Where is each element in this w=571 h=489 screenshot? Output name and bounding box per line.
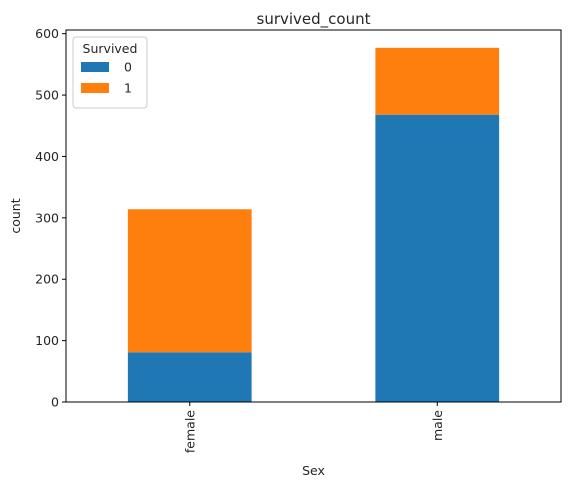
y-axis-label: count	[8, 198, 23, 233]
bar-male-survived-0	[375, 114, 500, 403]
y-tick-label: 0	[51, 395, 59, 410]
y-tick-label: 600	[35, 26, 59, 41]
y-tick-label: 500	[35, 88, 59, 103]
bar-female-survived-0	[127, 352, 252, 402]
y-tick-label: 200	[35, 272, 59, 287]
y-axis: 0 100 200 300 400 500 600	[35, 26, 66, 410]
legend-swatch-1	[81, 83, 109, 93]
legend-label-0: 0	[124, 60, 132, 75]
y-tick-label: 100	[35, 333, 59, 348]
legend-label-1: 1	[124, 81, 132, 96]
plot-frame	[65, 29, 562, 403]
x-axis: female male	[182, 402, 445, 453]
legend: Survived 01	[72, 36, 148, 109]
legend-items: 01	[81, 60, 132, 96]
bar-male-survived-1	[375, 47, 500, 115]
x-axis-label: Sex	[302, 463, 325, 478]
y-tick-label: 300	[35, 210, 59, 225]
legend-swatch-0	[81, 62, 109, 72]
y-tick-label: 400	[35, 149, 59, 164]
bar-female-survived-1	[127, 209, 252, 353]
x-tick-label-male: male	[430, 410, 445, 441]
bars-layer	[127, 47, 500, 403]
x-tick-label-female: female	[182, 410, 197, 453]
legend-title: Survived	[83, 41, 138, 56]
chart-title: survived_count	[257, 10, 371, 29]
